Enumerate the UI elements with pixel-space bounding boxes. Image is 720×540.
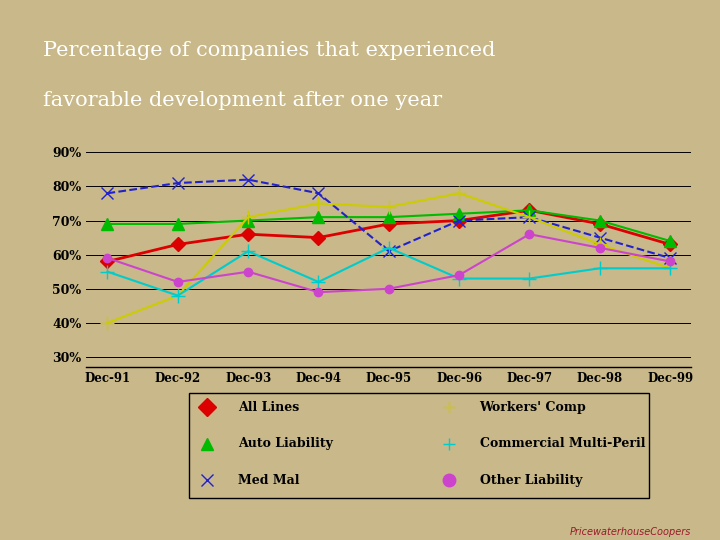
Text: Percentage of companies that experienced: Percentage of companies that experienced [43, 42, 495, 60]
FancyBboxPatch shape [189, 393, 649, 497]
Text: PricewaterhouseCoopers: PricewaterhouseCoopers [570, 527, 691, 537]
Text: Workers' Comp: Workers' Comp [480, 401, 586, 414]
Text: Med Mal: Med Mal [238, 474, 299, 487]
Text: Commercial Multi-Peril: Commercial Multi-Peril [480, 437, 645, 450]
Text: All Lines: All Lines [238, 401, 299, 414]
Text: favorable development after one year: favorable development after one year [43, 91, 442, 110]
Text: Other Liability: Other Liability [480, 474, 582, 487]
Text: Auto Liability: Auto Liability [238, 437, 333, 450]
